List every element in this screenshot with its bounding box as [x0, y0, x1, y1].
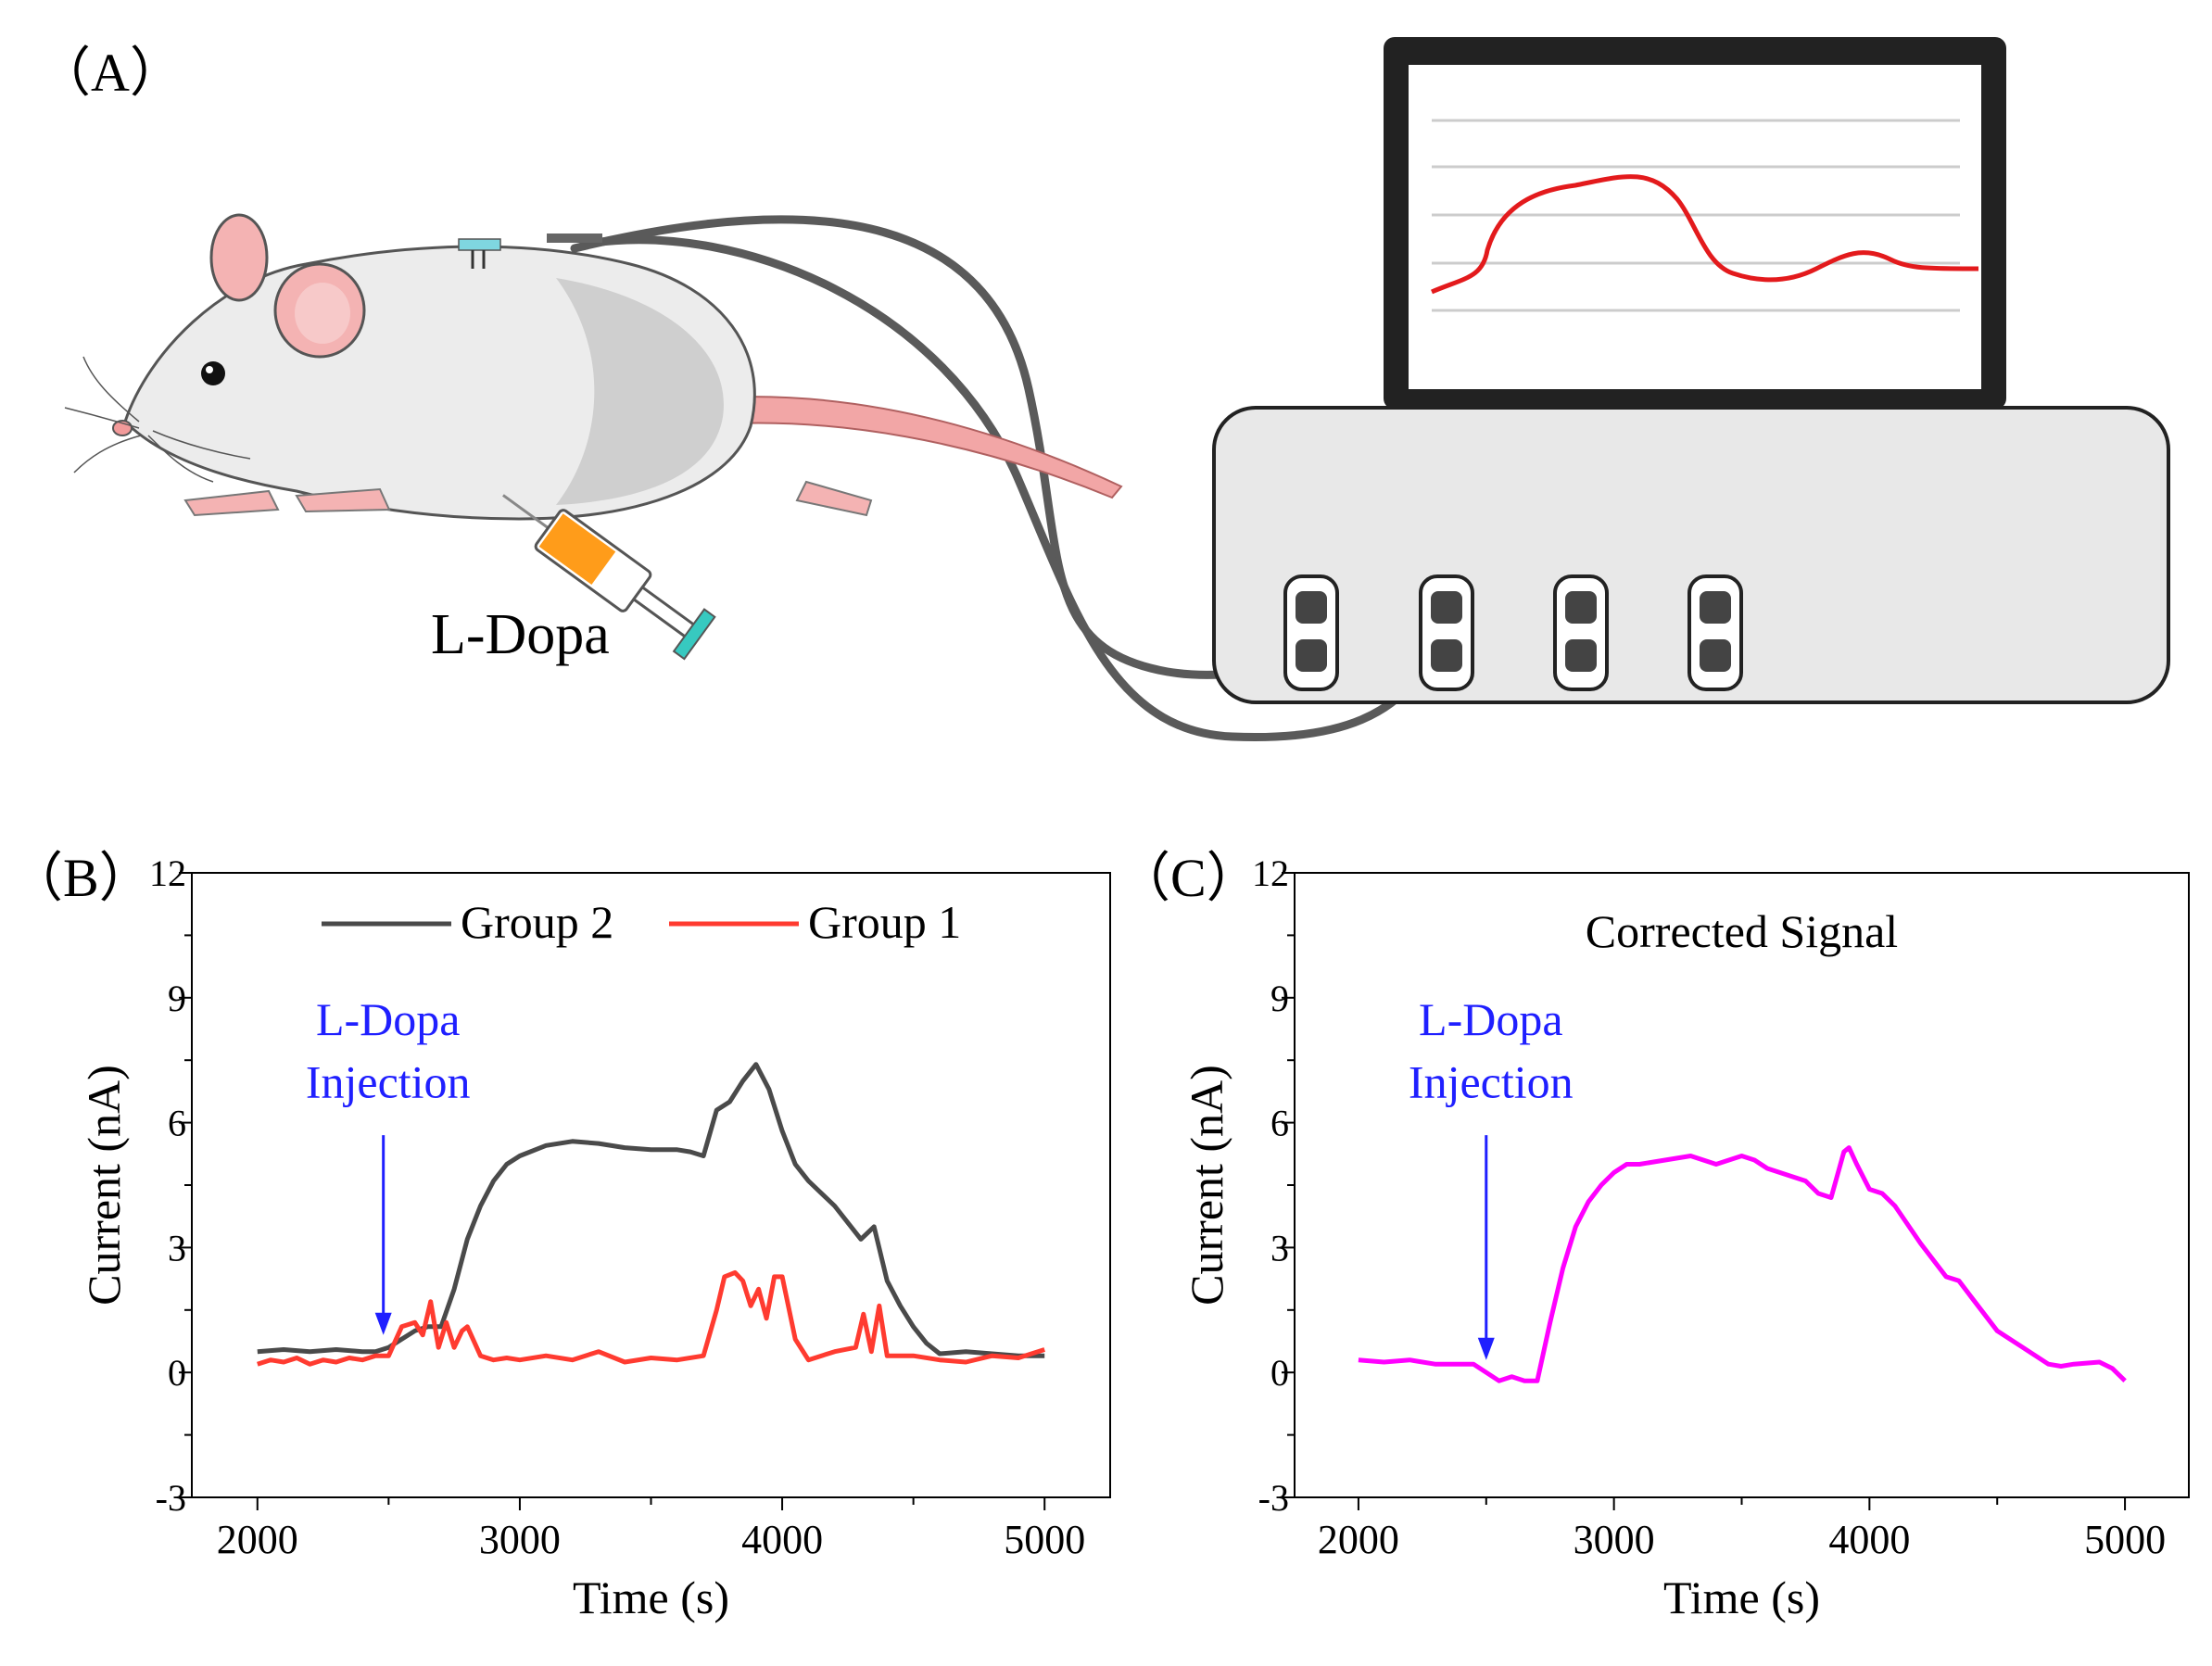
y-tick-label: 6	[1270, 1103, 1289, 1144]
series-line-corrected-signal	[1358, 1145, 2127, 1383]
plot-frame	[191, 872, 1111, 1498]
x-tick-label: 3000	[479, 1517, 561, 1562]
annotation-line-1: L-Dopa	[1419, 993, 1563, 1045]
panel-c: （C） 2000 3000 4000 5000 -3 0 3 6 9 12 Time (s) Curr…	[1117, 848, 2190, 1623]
annotation-arrow-head	[374, 1312, 392, 1335]
mouse-tail	[702, 396, 1123, 499]
device-ports	[1283, 574, 1743, 691]
mouse-ear-inner	[295, 283, 350, 344]
y-axis-label: Current (nA)	[78, 1065, 130, 1306]
y-tick-label: 0	[1270, 1352, 1289, 1394]
legend-label: Group 2	[461, 896, 613, 948]
annotation-line-1: L-Dopa	[316, 993, 461, 1045]
y-tick-label: 6	[168, 1103, 186, 1144]
annotation-line-2: Injection	[306, 1056, 471, 1108]
x-axis-label: Time (s)	[1663, 1571, 1820, 1623]
annotation-arrow-head	[1477, 1337, 1495, 1360]
chart-title: Corrected Signal	[1586, 905, 1898, 957]
y-tick-label: 12	[1252, 852, 1289, 894]
chart-b-plot: 2000 3000 4000 5000 -3 0 3 6 9 12 Time (s) Current …	[78, 852, 1111, 1623]
y-tick-label: -3	[1258, 1477, 1289, 1519]
laptop-illustration	[1212, 37, 2170, 704]
x-tick-label: 5000	[2084, 1517, 2166, 1562]
series-line-group-2	[257, 1062, 1045, 1358]
mouse-ear-back	[209, 213, 269, 302]
y-tick-label: 3	[1270, 1227, 1289, 1268]
y-tick-label: 9	[168, 978, 186, 1019]
mouse-eye	[201, 361, 225, 385]
panel-b-label: （B）	[9, 848, 153, 908]
y-tick-label: 9	[1270, 978, 1289, 1019]
l-dopa-label: L-Dopa	[431, 603, 610, 666]
mouse-feet	[183, 480, 873, 517]
cable-2	[588, 235, 1436, 742]
legend-label: Group 1	[808, 896, 961, 948]
x-tick-label: 2000	[1318, 1517, 1399, 1562]
panel-a-label: （A）	[37, 43, 183, 103]
head-electrode	[458, 233, 602, 269]
x-tick-label: 4000	[1828, 1517, 1910, 1562]
panel-c-label: （C）	[1117, 848, 1260, 908]
chart-c-plot: 2000 3000 4000 5000 -3 0 3 6 9 12 Time (s) Current …	[1181, 852, 2190, 1623]
x-tick-label: 4000	[741, 1517, 823, 1562]
syringe-icon	[502, 494, 716, 661]
y-axis-label: Current (nA)	[1181, 1065, 1232, 1306]
mouse-whiskers	[64, 356, 251, 483]
x-axis-label: Time (s)	[573, 1571, 729, 1623]
x-tick-label: 3000	[1574, 1517, 1655, 1562]
plot-frame	[1294, 872, 2190, 1498]
y-tick-label: 0	[168, 1352, 186, 1394]
series-line-group-1	[257, 1269, 1045, 1367]
mouse-body-shadow	[556, 278, 724, 505]
x-tick-label: 2000	[217, 1517, 298, 1562]
screen-grid-lines	[1432, 119, 1960, 312]
screen-trace	[1431, 174, 1979, 295]
annotation-line-2: Injection	[1409, 1056, 1574, 1108]
y-tick-label: 12	[149, 852, 186, 894]
mouse-eye-glint	[206, 366, 213, 373]
y-tick-label: 3	[168, 1227, 186, 1268]
y-tick-label: -3	[156, 1477, 186, 1519]
x-tick-label: 5000	[1004, 1517, 1085, 1562]
panel-b: （B） 2000 3000 4000 5000 -3 0 3 6 9 12 Time (s) Curr…	[9, 848, 1111, 1623]
mouse-illustration	[64, 213, 1123, 521]
panel-a: （A）	[37, 37, 2170, 742]
